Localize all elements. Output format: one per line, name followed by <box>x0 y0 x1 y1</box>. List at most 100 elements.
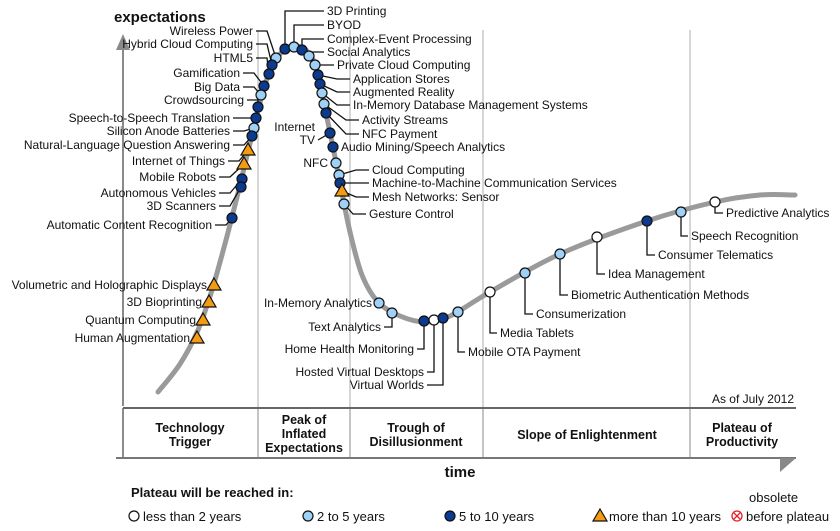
technology-label: Hybrid Cloud Computing <box>122 37 253 51</box>
leader-line <box>321 92 350 106</box>
circle-marker-icon <box>591 231 603 243</box>
x-axis-label: time <box>445 464 476 481</box>
technology-label: 3D Scanners <box>147 199 216 213</box>
circle-marker-icon <box>675 206 687 218</box>
circle-marker-icon <box>279 43 291 55</box>
leader-line <box>284 10 324 49</box>
technology-label: In-Memory Database Management Systems <box>353 98 588 112</box>
circle-marker-icon <box>312 69 324 81</box>
technology-label: In-Memory Analytics <box>264 296 372 310</box>
circle-marker-icon <box>324 127 336 139</box>
technology-label: Hosted Virtual Desktops <box>295 365 424 379</box>
circle-marker-icon <box>428 314 440 326</box>
leader-lines <box>193 10 723 386</box>
orange-triangle-icon <box>591 507 609 522</box>
legend-label: less than 2 years <box>143 509 242 524</box>
technology-label: TV <box>300 133 315 147</box>
leader-line <box>524 273 533 315</box>
leader-line <box>489 292 497 334</box>
leader-line <box>319 83 350 93</box>
technology-label: Predictive Analytics <box>726 206 829 220</box>
leader-line <box>646 221 655 256</box>
triangle-marker-icon <box>188 329 206 344</box>
circle-marker-icon <box>338 198 350 210</box>
technology-label: Internet of Things <box>132 154 225 168</box>
technology-label: Consumerization <box>536 307 626 321</box>
phase-label: Inflated <box>282 427 326 441</box>
circle-marker-icon <box>709 196 721 208</box>
technology-label: Volumetric and Holographic Displays <box>12 278 207 292</box>
leader-line <box>219 186 242 207</box>
technology-markers <box>188 41 721 344</box>
technology-label: Machine-to-Machine Communication Service… <box>372 176 617 190</box>
legend-item-gt10: more than 10 years <box>591 507 722 524</box>
technology-label: NFC Payment <box>362 127 438 141</box>
leader-line <box>317 74 350 80</box>
legend-item-obsolete: obsolete before plateau <box>731 490 829 524</box>
technology-label: Quantum Computing <box>85 313 196 327</box>
triangle-marker-icon <box>239 141 257 156</box>
technology-label: Mobile Robots <box>139 170 216 184</box>
circle-marker-icon <box>452 306 464 318</box>
circle-marker-icon <box>309 59 321 71</box>
technology-label: Media Tablets <box>500 326 574 340</box>
circle-marker-icon <box>641 215 653 227</box>
technology-label: Mesh Networks: Sensor <box>372 190 499 204</box>
leader-line <box>256 30 277 59</box>
leader-line <box>325 112 359 135</box>
technology-label: Home Health Monitoring <box>285 342 414 356</box>
technology-label: Activity Streams <box>362 113 448 127</box>
technology-label: Idea Management <box>608 267 705 281</box>
leader-line <box>338 169 369 176</box>
leader-line <box>256 43 273 66</box>
leader-line <box>427 320 435 373</box>
circle-marker-icon <box>318 98 330 110</box>
technology-label: Big Data <box>194 80 240 94</box>
leader-line <box>323 103 359 121</box>
as-of-date: As of July 2012 <box>712 392 794 406</box>
technology-label: Application Stores <box>353 72 450 86</box>
technology-label: Speech Recognition <box>691 229 798 243</box>
technology-label: Biometric Authentication Methods <box>571 288 749 302</box>
legend: Plateau will be reached in: less than 2 … <box>128 485 829 524</box>
technology-label: Internet <box>274 120 315 134</box>
circle-marker-icon <box>252 101 264 113</box>
triangle-marker-icon <box>333 182 351 197</box>
legend-label: 5 to 10 years <box>459 509 535 524</box>
technology-label: 3D Printing <box>327 4 386 18</box>
circle-marker-icon <box>226 212 238 224</box>
leader-line <box>457 312 465 353</box>
circle-marker-icon <box>373 297 385 309</box>
y-axis-arrow-icon <box>116 34 130 50</box>
legend-item-5to10: 5 to 10 years <box>444 509 535 524</box>
circle-marker-icon <box>314 78 326 90</box>
circle-marker-icon <box>484 286 496 298</box>
technology-label: Crowdsourcing <box>164 93 244 107</box>
circle-marker-icon <box>437 312 449 324</box>
leader-line <box>559 254 568 296</box>
axes: expectations time As of July 2012 <box>114 9 796 481</box>
circle-marker-icon <box>320 107 332 119</box>
technology-label: BYOD <box>327 18 361 32</box>
technology-label: Natural-Language Question Answering <box>24 138 230 152</box>
cross-icon <box>733 512 741 520</box>
white-circle-icon <box>128 510 140 522</box>
triangle-marker-icon <box>205 276 223 291</box>
dark-blue-circle-icon <box>444 510 456 522</box>
technology-label: Speech-to-Speech Translation <box>69 111 230 125</box>
technology-label: 3D Bioprinting <box>127 295 202 309</box>
technology-label: Text Analytics <box>308 320 381 334</box>
circle-marker-icon <box>255 89 267 101</box>
phase-label: Slope of Enlightenment <box>517 428 657 442</box>
circle-marker-icon <box>250 112 262 124</box>
circle-marker-icon <box>554 248 566 260</box>
leader-line <box>680 212 688 237</box>
circle-marker-icon <box>418 315 430 327</box>
triangle-marker-icon <box>200 293 218 308</box>
legend-label: 2 to 5 years <box>317 509 385 524</box>
circle-marker-icon <box>330 157 342 169</box>
legend-item-lt2: less than 2 years <box>128 509 242 524</box>
circle-marker-icon <box>235 181 247 193</box>
